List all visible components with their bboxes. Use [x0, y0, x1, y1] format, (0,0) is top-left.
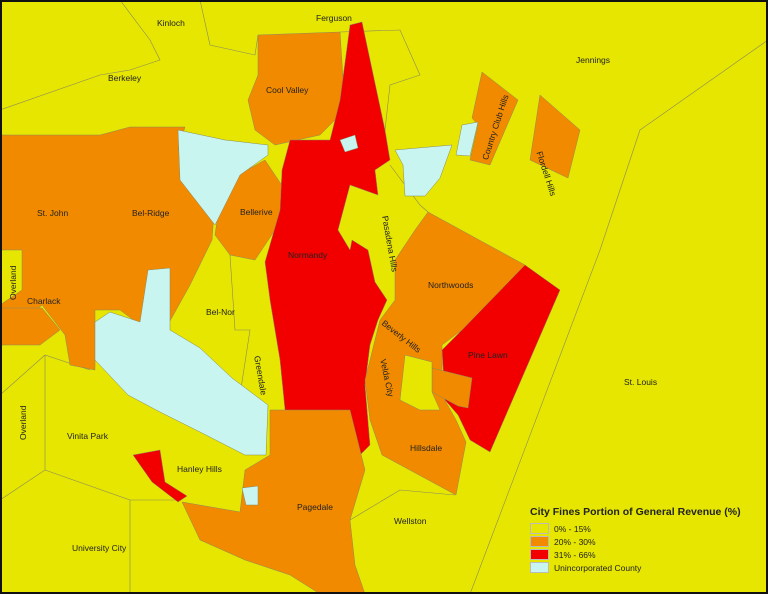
label-bel-nor: Bel-Nor [206, 307, 235, 317]
label-vinita-park: Vinita Park [67, 431, 108, 441]
legend-title: City Fines Portion of General Revenue (%… [530, 506, 741, 518]
legend-item: 31% - 66% [530, 548, 741, 561]
region-normandy [264, 21, 391, 456]
legend-label: 20% - 30% [554, 536, 596, 547]
legend-swatch-high [530, 549, 549, 560]
label-northwoods: Northwoods [428, 280, 474, 290]
label-bellerive: Bellerive [240, 207, 273, 217]
label-st-john: St. John [37, 208, 69, 218]
label-jennings: Jennings [576, 55, 611, 65]
label-cool-valley: Cool Valley [266, 85, 309, 95]
label-pagedale: Pagedale [297, 502, 333, 512]
unincorporated-central [94, 267, 269, 456]
label-berkeley: Berkeley [108, 73, 142, 83]
unincorporated-country-club-2 [455, 121, 479, 157]
label-kinloch: Kinloch [157, 18, 185, 28]
legend-label: Unincorporated County [554, 562, 642, 573]
regions [0, 21, 581, 594]
unincorporated-north [177, 129, 269, 226]
label-pine-lawn: Pine Lawn [468, 350, 508, 360]
region-pagedale [181, 409, 366, 594]
label-ferguson: Ferguson [316, 13, 352, 23]
label-st-louis: St. Louis [624, 377, 658, 387]
region-velda-yellow [399, 354, 441, 411]
label-normandy: Normandy [288, 250, 328, 260]
legend-label: 0% - 15% [554, 523, 591, 534]
label-hanley-hills: Hanley Hills [177, 464, 222, 474]
region-cool-valley [247, 31, 346, 146]
legend-swatch-low [530, 523, 549, 534]
label-hillsdale: Hillsdale [410, 443, 443, 453]
label-wellston: Wellston [394, 516, 427, 526]
map-legend: City Fines Portion of General Revenue (%… [530, 506, 741, 574]
region-flordell-hills [529, 94, 581, 179]
label-charlack: Charlack [27, 296, 61, 306]
region-country-club-hills [469, 71, 519, 166]
region-hanley-red [132, 449, 188, 503]
label-bel-ridge: Bel-Ridge [132, 208, 170, 218]
legend-item: 20% - 30% [530, 535, 741, 548]
label-university-city: University City [72, 543, 127, 553]
unincorporated-normandy [339, 134, 359, 153]
unincorporated-pagedale [241, 485, 259, 506]
region-pine-lawn [441, 264, 561, 453]
unincorporated-country-club [394, 144, 453, 197]
label-overland-1: Overland [8, 265, 18, 301]
region-northwoods [364, 211, 526, 496]
legend-swatch-mid [530, 536, 549, 547]
label-overland-2: Overland [18, 405, 28, 441]
legend-item: 0% - 15% [530, 522, 741, 535]
legend-swatch-unincorporated [530, 562, 549, 573]
region-charlack-west [0, 307, 61, 346]
legend-item: Unincorporated County [530, 561, 741, 574]
legend-label: 31% - 66% [554, 549, 596, 560]
